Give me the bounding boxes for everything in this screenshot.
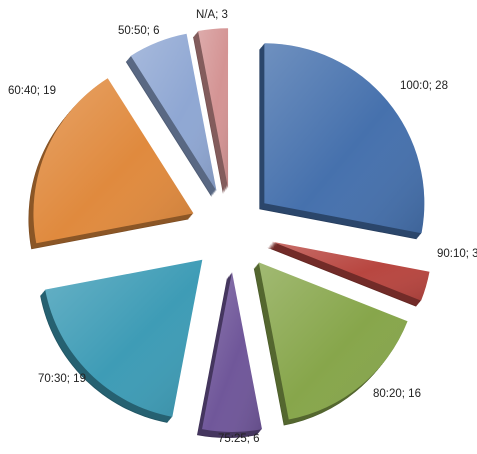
slice-side-layer-90-10 (267, 246, 426, 306)
data-label-70-30: 70:30; 19 (38, 373, 86, 385)
slice-tops (33, 28, 430, 433)
slice-highlight-n-a (198, 28, 229, 189)
slice-highlight-70-30 (45, 259, 203, 417)
slice-highlight-90-10 (272, 241, 430, 301)
data-label-50-50: 50:50; 6 (118, 25, 160, 37)
data-label-60-40: 60:40; 19 (8, 85, 56, 97)
data-labels: 100:0; 28 90:10; 3 80:20; 16 75:25; 6 70:30;… (8, 9, 477, 445)
data-label-90-10: 90:10; 3 (437, 248, 477, 260)
slice-highlight-100-0 (264, 43, 425, 234)
data-label-75-25: 75:25; 6 (218, 433, 260, 445)
slice-highlight-50-50 (130, 33, 217, 191)
slice-highlight-75-25 (202, 272, 262, 433)
data-label-n-a: N/A; 3 (196, 9, 228, 21)
data-label-100-0: 100:0; 28 (400, 80, 448, 92)
slice-highlight-80-20 (258, 262, 408, 420)
data-label-80-20: 80:20; 16 (373, 388, 421, 400)
slice-highlight-60-40 (33, 78, 194, 244)
